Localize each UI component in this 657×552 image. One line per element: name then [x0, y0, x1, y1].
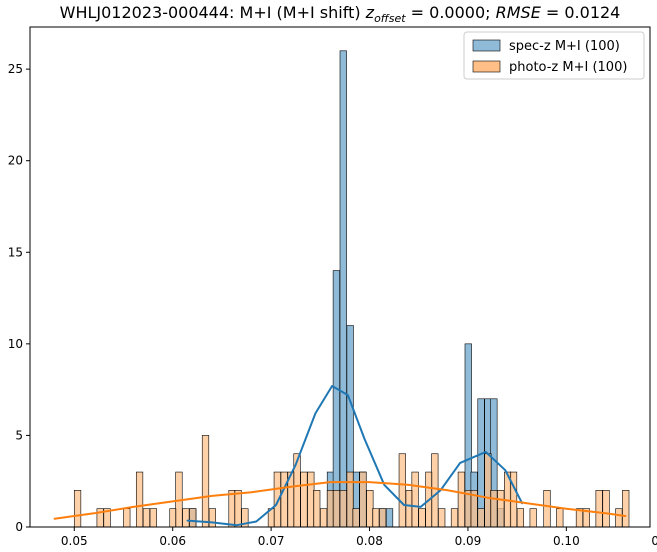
- photo-z-bar: [595, 490, 603, 528]
- photo-z-bar: [339, 490, 347, 528]
- kde-curves: [53, 385, 627, 527]
- legend: spec-z M+I (100) photo-z M+I (100): [463, 31, 645, 80]
- plot-frame: [29, 26, 651, 528]
- photo-z-bars: [73, 435, 630, 528]
- photo-z-bar: [149, 508, 157, 528]
- photo-z-bar: [405, 490, 413, 528]
- photo-z-bar: [313, 490, 321, 528]
- chart-title: WHLJ012023-000444: M+I (M+I shift) zoffs…: [60, 3, 621, 25]
- photo-z-bar: [516, 508, 525, 528]
- legend-swatch-spec-z: [472, 39, 501, 52]
- x-tick-label: 0.10: [553, 534, 580, 548]
- photo-z-bar: [490, 490, 498, 528]
- photo-z-bar: [457, 471, 465, 528]
- photo-z-bar: [484, 453, 492, 528]
- y-tick-label: 5: [15, 428, 23, 442]
- spec-z-bar: [332, 270, 340, 528]
- photo-z-bar: [477, 508, 485, 528]
- photo-z-kde-line: [53, 481, 627, 520]
- spec-z-bar: [477, 398, 485, 528]
- photo-z-bar: [135, 471, 144, 528]
- legend-box: [463, 31, 645, 80]
- axes: 0.05 0.06 0.07 0.08 0.09 0.10 0.11 0 5 10 15 20 25: [8, 26, 657, 548]
- photo-z-bar: [234, 490, 242, 528]
- y-tick-label: 15: [8, 245, 23, 259]
- photo-z-bar: [418, 508, 426, 528]
- photo-z-bar: [208, 508, 216, 528]
- photo-z-bar: [431, 453, 439, 528]
- photo-z-bar: [366, 490, 374, 528]
- spec-z-bar: [385, 508, 394, 528]
- y-tick-label: 25: [8, 62, 23, 76]
- photo-z-bar: [398, 453, 406, 528]
- photo-z-bar: [602, 490, 610, 528]
- y-tick-label: 20: [8, 154, 23, 168]
- photo-z-bar: [201, 435, 210, 528]
- photo-z-bar: [497, 490, 505, 528]
- photo-z-bar: [189, 508, 197, 528]
- photo-z-bar: [411, 471, 419, 528]
- photo-z-bar: [359, 471, 367, 528]
- photo-z-bar: [615, 508, 623, 528]
- photo-z-bar: [622, 490, 630, 528]
- legend-label-spec-z: spec-z M+I (100): [509, 39, 620, 54]
- spec-z-bar: [339, 50, 347, 528]
- photo-z-bar: [543, 490, 551, 528]
- photo-z-bar: [464, 490, 472, 528]
- photo-z-bar: [346, 471, 354, 528]
- photo-z-bar: [307, 471, 315, 528]
- photo-z-bar: [182, 508, 190, 528]
- photo-z-bar: [169, 508, 177, 528]
- y-tick-label: 10: [8, 337, 23, 351]
- photo-z-bar: [556, 508, 564, 528]
- x-tick-label: 0.05: [61, 534, 88, 548]
- photo-z-bar: [320, 508, 328, 528]
- photo-z-bar: [379, 508, 387, 528]
- x-tick-label: 0.08: [356, 534, 383, 548]
- photo-z-bar: [73, 490, 82, 528]
- photo-z-bar: [438, 508, 446, 528]
- photo-z-bar: [529, 508, 537, 528]
- photo-z-bar: [326, 490, 335, 528]
- spec-z-kde-line: [186, 385, 524, 527]
- photo-z-bar: [450, 508, 459, 528]
- photo-z-bar: [352, 508, 360, 528]
- photo-z-bar: [300, 471, 308, 528]
- x-tick-label: 0.11: [651, 534, 657, 548]
- x-tick-label: 0.07: [258, 534, 285, 548]
- photo-z-bar: [332, 490, 340, 528]
- photo-z-bar: [280, 471, 288, 528]
- photo-z-bar: [123, 508, 131, 528]
- spec-z-bars: [189, 50, 505, 528]
- x-tick-label: 0.09: [455, 534, 482, 548]
- legend-label-photo-z: photo-z M+I (100): [509, 60, 627, 75]
- x-tick-label: 0.06: [159, 534, 186, 548]
- legend-swatch-photo-z: [472, 60, 501, 73]
- photo-z-bar: [372, 508, 380, 528]
- photo-z-bar: [228, 490, 236, 528]
- y-tick-label: 0: [15, 520, 23, 534]
- photo-z-bar: [142, 508, 151, 528]
